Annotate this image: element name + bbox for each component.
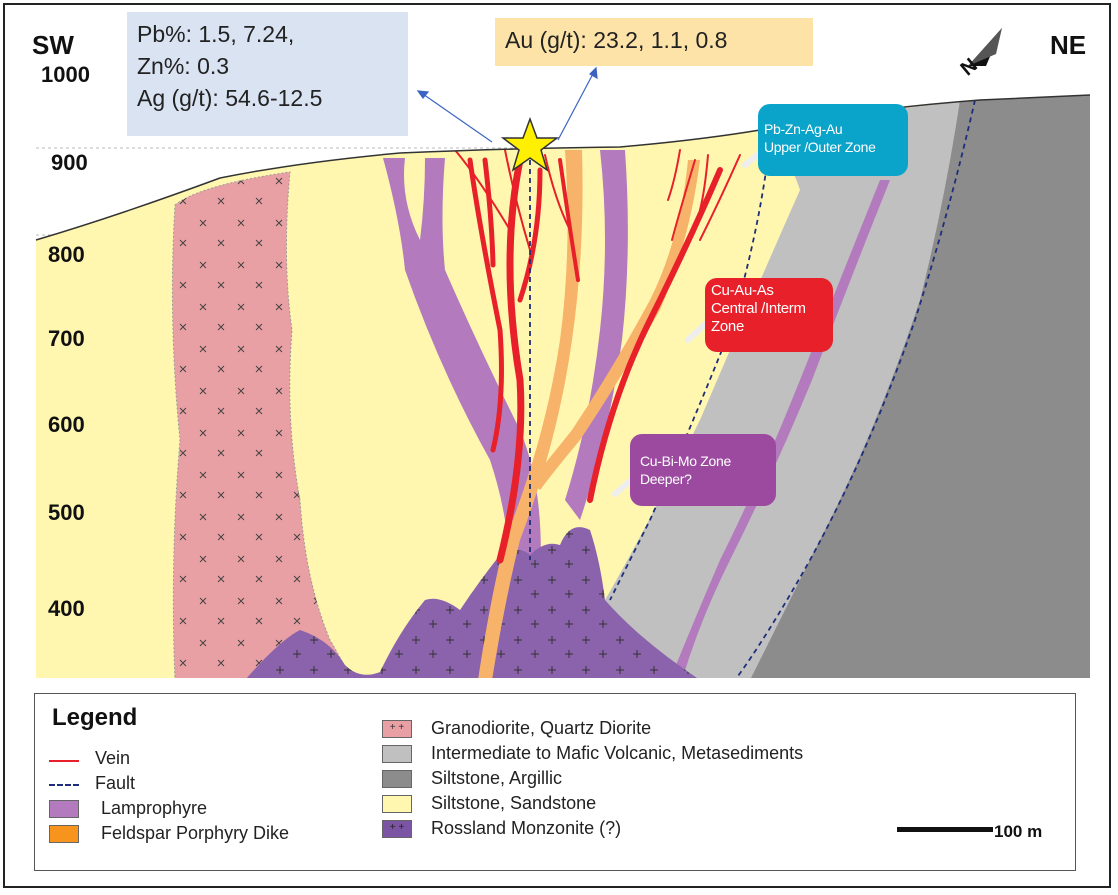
zone-label-central: Cu-Au-As Central /Interm Zone <box>705 278 833 352</box>
assay-line: Zn%: 0.3 <box>137 53 230 79</box>
zone-line: Cu-Au-As <box>711 282 774 299</box>
unit-argillic <box>750 95 1090 678</box>
elevation-label: 600 <box>48 412 85 437</box>
elevation-labels: 1000 900 800 700 600 500 400 <box>41 62 90 621</box>
legend-label-lamprophyre: Lamprophyre <box>101 798 208 818</box>
zone-line: Central /Interm <box>711 300 806 317</box>
legend-fault-icon <box>49 784 79 786</box>
zone-line: Upper /Outer Zone <box>764 139 876 155</box>
direction-ne: NE <box>1050 30 1086 60</box>
assay-pointers <box>416 66 598 143</box>
fault-lines <box>529 99 976 678</box>
zone-line: Deeper? <box>640 471 692 487</box>
assay-line: Pb%: 1.5, 7.24, <box>137 21 295 47</box>
discovery-star-icon <box>500 116 560 172</box>
unit-lamprophyre-center <box>565 150 628 520</box>
elevation-label: 400 <box>48 596 85 621</box>
elevation-label: 500 <box>48 500 85 525</box>
elevation-label: 800 <box>48 242 85 267</box>
assay-line: Au (g/t): 23.2, 1.1, 0.8 <box>505 27 728 53</box>
legend-lamprophyre-swatch <box>49 800 79 818</box>
legend-label-porphyry: Feldspar Porphyry Dike <box>101 823 290 843</box>
legend-argillic-swatch <box>382 770 412 788</box>
elevation-label: 700 <box>48 326 85 351</box>
assay-box-pb-zn-ag: Pb%: 1.5, 7.24, Zn%: 0.3 Ag (g/t): 54.6-… <box>127 12 408 136</box>
zone-line: Cu-Bi-Mo Zone <box>640 453 732 469</box>
legend-label-vein: Vein <box>95 748 131 768</box>
unit-lamprophyre-east <box>670 180 890 678</box>
zone-line: Pb-Zn-Ag-Au <box>764 121 843 137</box>
legend-porphyry-swatch <box>49 825 79 843</box>
unit-lamprophyre-west <box>383 158 541 580</box>
legend-label-sandstone: Siltstone, Sandstone <box>431 793 597 813</box>
legend-monzonite-swatch: + + <box>382 820 412 838</box>
direction-sw: SW <box>32 30 74 60</box>
legend-granodiorite-swatch: + + <box>382 720 412 738</box>
legend-vein-icon <box>49 760 79 762</box>
legend-label-monzonite: Rossland Monzonite (?) <box>431 818 622 838</box>
elevation-label: 900 <box>51 150 88 175</box>
zone-label-upper: Pb-Zn-Ag-Au Upper /Outer Zone <box>758 104 908 176</box>
legend-label-granodiorite: Granodiorite, Quartz Diorite <box>431 718 652 738</box>
assay-box-au: Au (g/t): 23.2, 1.1, 0.8 <box>495 18 813 66</box>
legend: Legend Vein Fault Lamprophyre Feldspar P… <box>34 693 1076 871</box>
legend-label-volcanic: Intermediate to Mafic Volcanic, Metasedi… <box>431 743 804 763</box>
elevation-label: 1000 <box>41 62 90 87</box>
zone-line: Zone <box>711 318 744 335</box>
north-arrow-icon: N <box>957 28 1002 80</box>
vein-network <box>454 149 741 564</box>
scale-label: 100 m <box>994 822 1043 841</box>
legend-label-argillic: Siltstone, Argillic <box>431 768 563 788</box>
legend-title: Legend <box>52 704 138 731</box>
legend-volcanic-swatch <box>382 745 412 763</box>
assay-line: Ag (g/t): 54.6-12.5 <box>137 85 323 111</box>
legend-label-fault: Fault <box>95 773 136 793</box>
legend-sandstone-swatch <box>382 795 412 813</box>
zone-label-deep: Cu-Bi-Mo Zone Deeper? <box>630 434 776 506</box>
scale-bar <box>897 827 993 832</box>
